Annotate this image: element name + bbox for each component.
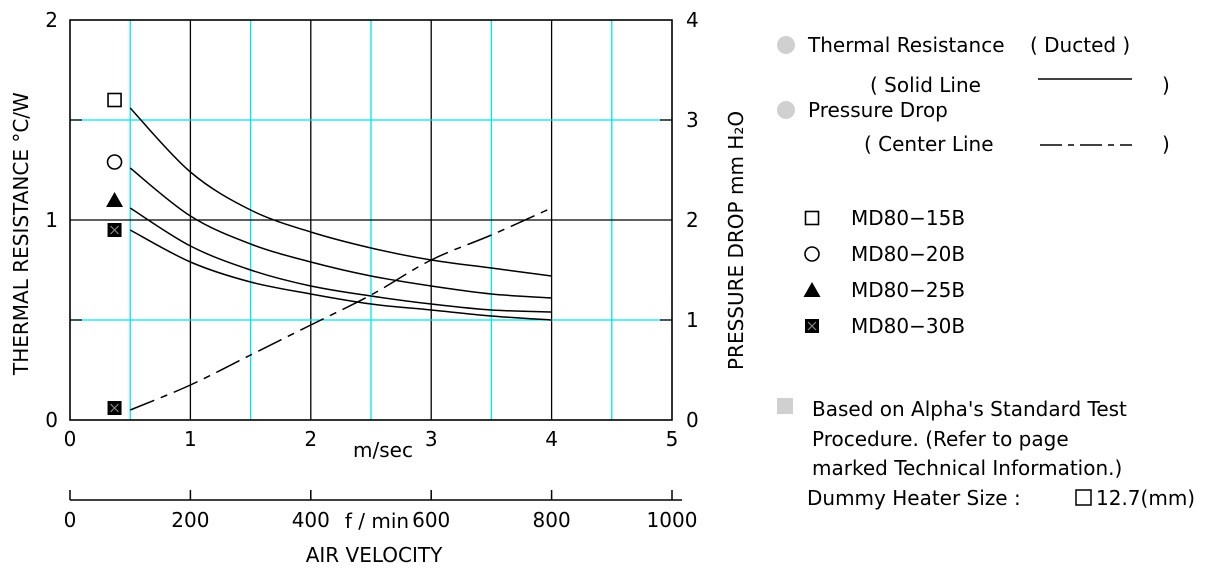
square-filled-marker-icon-cross: [110, 403, 119, 413]
legend-solid-line: ( Solid Line: [870, 73, 981, 97]
circle-open-marker-icon: [106, 154, 123, 170]
y-right-label: PRESSURE DROP mm H₂O: [724, 111, 748, 370]
x-tick-label: 1: [184, 427, 197, 451]
x-tick-label: 4: [545, 427, 558, 451]
legend-thermal-title: Thermal Resistance: [807, 33, 1005, 57]
start-markers: [106, 92, 124, 415]
legend-pressure-title: Pressure Drop: [808, 98, 948, 122]
legend-heater: Dummy Heater Size :: [807, 486, 1021, 510]
legend-model-label: MD80−25B: [851, 278, 965, 302]
legend-heater-value: 12.7(mm): [1096, 486, 1195, 510]
grid: [70, 20, 672, 420]
plot-frame: [69, 19, 673, 421]
legend: Thermal Resistance ( Ducted ) ( Solid Li…: [777, 33, 1195, 510]
series-line-pressure-drop: [129, 207, 552, 411]
y-left-tick-label: 0: [45, 408, 58, 432]
legend-thermal-note: ( Ducted ): [1030, 33, 1130, 57]
curves: [129, 107, 552, 411]
series-line-md80-25b: [129, 207, 552, 313]
x-secondary-tick-label: 600: [412, 508, 450, 532]
legend-model-label: MD80−20B: [851, 242, 965, 266]
series-line-md80-30b: [129, 229, 552, 321]
x-tick-label: 2: [304, 427, 317, 451]
x-secondary-tick-label: 1000: [647, 508, 698, 532]
pressure-bullet-icon: [777, 101, 795, 119]
legend-model-label: MD80−30B: [851, 314, 965, 338]
square-filled-marker-icon-cross: [110, 225, 119, 235]
legend-models: MD80−15B MD80−20B MD80−25B MD80−30B: [803, 206, 965, 338]
triangle-filled-legend-icon: [803, 282, 821, 297]
x-caption: AIR VELOCITY: [306, 543, 443, 567]
y-right-tick-label: 3: [686, 108, 699, 132]
x-secondary-tick-label: 0: [64, 508, 77, 532]
circle-open-legend-icon: [804, 246, 820, 262]
x-tick-label: 3: [425, 427, 438, 451]
legend-close-paren-1: ): [1162, 73, 1170, 97]
series-line-md80-15b: [129, 107, 552, 277]
y-right-tick-label: 4: [686, 8, 699, 32]
square-open-marker-icon: [107, 92, 122, 108]
x-secondary-tick-label: 400: [292, 508, 330, 532]
square-open-legend-icon: [804, 210, 820, 226]
square-filled-marker-icon: [107, 401, 122, 415]
x-secondary-unit-label: f / min: [345, 509, 409, 533]
square-filled-marker-icon: [107, 223, 122, 237]
x-tick-label: 5: [666, 427, 679, 451]
legend-close-paren-2: ): [1162, 132, 1170, 156]
legend-center-line: ( Center Line: [864, 132, 994, 156]
x-tick-label: 0: [64, 427, 77, 451]
thermal-bullet-icon: [777, 36, 795, 54]
y-left-tick-label: 2: [45, 8, 58, 32]
legend-note-3: marked Technical Information.): [812, 456, 1122, 480]
note-bullet-icon: [777, 398, 793, 414]
square-filled-legend-icon-cross: [807, 321, 817, 331]
heater-square-icon: [1075, 489, 1092, 506]
x-unit-label: m/sec: [353, 438, 413, 462]
triangle-filled-marker-icon: [106, 192, 124, 207]
legend-model-label: MD80−15B: [851, 206, 965, 230]
y-left-tick-label: 1: [45, 208, 58, 232]
legend-note-1: Based on Alpha's Standard Test: [812, 397, 1127, 421]
y-left-label: THERMAL RESISTANCE °C/W: [9, 92, 33, 376]
legend-note-2: Procedure. (Refer to page: [812, 427, 1069, 451]
y-right-tick-label: 2: [686, 208, 699, 232]
square-filled-legend-icon: [805, 319, 819, 333]
x-secondary-tick-label: 800: [533, 508, 571, 532]
y-right-tick-label: 0: [686, 408, 699, 432]
y-right-tick-label: 1: [686, 308, 699, 332]
series-line-md80-20b: [129, 167, 552, 299]
x-secondary-tick-label: 200: [171, 508, 209, 532]
